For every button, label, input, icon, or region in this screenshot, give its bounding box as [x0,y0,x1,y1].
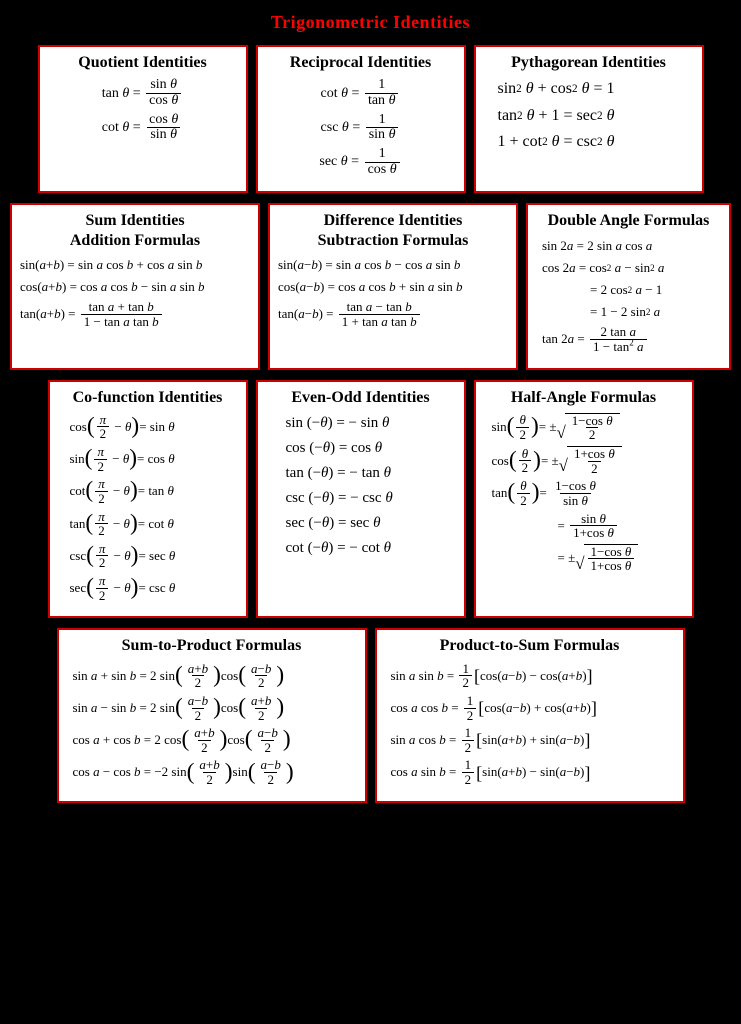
row-2: Sum Identities Addition Formulas sin(a+b)… [6,203,735,369]
row-1: Quotient Identities tan θ = sin θcos θ c… [6,45,735,193]
card-title: Double Angle Formulas [536,211,721,230]
title-line: Subtraction Formulas [318,232,469,249]
formula: cot θ = cos θsin θ [48,113,238,143]
formula: sin a cos b = 12[sin(a+b) + sin(a−b)] [391,726,675,754]
title-line: Addition Formulas [70,232,200,249]
card-title: Reciprocal Identities [266,53,456,72]
formula: cot(π2 − θ)= tan θ [70,477,238,505]
formula: tan 2a = 2 tan a1 − tan2 a [542,325,721,353]
half-angle-card: Half-Angle Formulas sin(θ2)= ±√1−cos θ2 … [474,380,694,619]
formula: sin (−θ) = − sin θ [286,413,456,434]
double-angle-card: Double Angle Formulas sin 2a = 2 sin a c… [526,203,731,369]
formula: sin a sin b = 12[cos(a−b) − cos(a+b)] [391,662,675,690]
formula: 1 + cot2 θ = csc2 θ [498,131,694,153]
formula: sec(π2 − θ)= csc θ [70,574,238,602]
formula-list: tan θ = sin θcos θ cot θ = cos θsin θ [48,78,238,143]
formula: cos a sin b = 12[sin(a+b) − sin(a−b)] [391,758,675,786]
formula: sin(θ2)= ±√1−cos θ2 [492,413,684,442]
reciprocal-identities-card: Reciprocal Identities cot θ = 1tan θ csc… [256,45,466,193]
product-to-sum-card: Product-to-Sum Formulas sin a sin b = 12… [375,628,685,802]
formula: sec (−θ) = sec θ [286,513,456,534]
formula-list: sin 2a = 2 sin a cos a cos 2a = cos2 a −… [536,237,721,354]
formula: cos(a−b) = cos a cos b + sin a sin b [278,278,508,296]
formula: cos(θ2)= ±√1+cos θ2 [492,446,684,475]
card-title: Product-to-Sum Formulas [385,636,675,655]
formula: sin a − sin b = 2 sin(a−b2)cos(a+b2) [73,694,357,722]
difference-identities-card: Difference Identities Subtraction Formula… [268,203,518,369]
formula: cos (−θ) = cos θ [286,438,456,459]
formula: tan(a+b) = tan a + tan b1 − tan a tan b [20,300,250,328]
row-3: Co-function Identities cos(π2 − θ)= sin … [6,380,735,619]
formula: cos a cos b = 12[cos(a−b) + cos(a+b)] [391,694,675,722]
formula: sin 2a = 2 sin a cos a [542,237,721,255]
formula: cos(a+b) = cos a cos b − sin a sin b [20,278,250,296]
formula: cos a − cos b = −2 sin(a+b2)sin(a−b2) [73,758,357,786]
formula-list: cos(π2 − θ)= sin θ sin(π2 − θ)= cos θ co… [58,413,238,603]
formula: csc(π2 − θ)= sec θ [70,542,238,570]
card-title: Half-Angle Formulas [484,388,684,407]
formula: tan2 θ + 1 = sec2 θ [498,105,694,127]
formula: tan θ = sin θcos θ [48,78,238,108]
formula: cot (−θ) = − cot θ [286,538,456,559]
formula: = 2 cos2 a − 1 [542,281,721,299]
title-line: Sum Identities [85,212,184,229]
formula-list: sin2 θ + cos2 θ = 1 tan2 θ + 1 = sec2 θ … [484,78,694,153]
pythagorean-identities-card: Pythagorean Identities sin2 θ + cos2 θ =… [474,45,704,193]
row-4: Sum-to-Product Formulas sin a + sin b = … [6,628,735,802]
formula: sin a + sin b = 2 sin(a+b2)cos(a−b2) [73,662,357,690]
formula: cos a + cos b = 2 cos(a+b2)cos(a−b2) [73,726,357,754]
formula: sin(a−b) = sin a cos b − cos a sin b [278,256,508,274]
formula-list: sin a sin b = 12[cos(a−b) − cos(a+b)] co… [385,662,675,787]
formula: sin2 θ + cos2 θ = 1 [498,78,694,100]
sum-identities-card: Sum Identities Addition Formulas sin(a+b)… [10,203,260,369]
card-title: Co-function Identities [58,388,238,407]
card-title: Difference Identities Subtraction Formula… [278,211,508,249]
formula: cos(π2 − θ)= sin θ [70,413,238,441]
even-odd-identities-card: Even-Odd Identities sin (−θ) = − sin θ c… [256,380,466,619]
page-title: Trigonometric Identities [6,12,735,33]
formula-list: sin a + sin b = 2 sin(a+b2)cos(a−b2) sin… [67,662,357,787]
sum-to-product-card: Sum-to-Product Formulas sin a + sin b = … [57,628,367,802]
quotient-identities-card: Quotient Identities tan θ = sin θcos θ c… [38,45,248,193]
formula: = 1 − 2 sin2 a [542,303,721,321]
title-line: Difference Identities [324,212,463,229]
formula: tan(a−b) = tan a − tan b1 + tan a tan b [278,300,508,328]
formula-list: sin(a−b) = sin a cos b − cos a sin b cos… [278,256,508,329]
formula-list: sin(θ2)= ±√1−cos θ2 cos(θ2)= ±√1+cos θ2 … [484,413,684,573]
card-title: Quotient Identities [48,53,238,72]
formula: tan(π2 − θ)= cot θ [70,510,238,538]
card-title: Sum-to-Product Formulas [67,636,357,655]
formula: sec θ = 1cos θ [266,147,456,177]
formula: tan (−θ) = − tan θ [286,463,456,484]
formula: sin(π2 − θ)= cos θ [70,445,238,473]
card-title: Even-Odd Identities [266,388,456,407]
formula: csc θ = 1sin θ [266,113,456,143]
formula-list: sin (−θ) = − sin θ cos (−θ) = cos θ tan … [266,413,456,559]
formula: cos 2a = cos2 a − sin2 a [542,259,721,277]
formula-list: cot θ = 1tan θ csc θ = 1sin θ sec θ = 1c… [266,78,456,177]
formula: = sin θ1+cos θ [492,512,684,540]
formula: sin(a+b) = sin a cos b + cos a sin b [20,256,250,274]
formula: csc (−θ) = − csc θ [286,488,456,509]
card-title: Pythagorean Identities [484,53,694,72]
formula: = ±√1−cos θ1+cos θ [492,544,684,573]
card-title: Sum Identities Addition Formulas [20,211,250,249]
cofunction-identities-card: Co-function Identities cos(π2 − θ)= sin … [48,380,248,619]
formula-list: sin(a+b) = sin a cos b + cos a sin b cos… [20,256,250,329]
formula: cot θ = 1tan θ [266,78,456,108]
formula: tan(θ2)= 1−cos θsin θ [492,479,684,507]
